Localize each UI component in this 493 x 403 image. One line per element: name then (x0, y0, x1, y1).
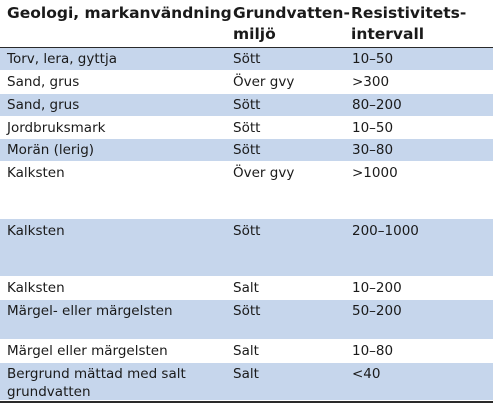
cell-groundwater: Sött (233, 120, 261, 136)
cell-resistivity: 200–1000 (352, 223, 419, 239)
cell-groundwater: Salt (233, 366, 259, 382)
table-row: Sand, grus Över gvy >300 (0, 71, 493, 94)
table-row: Bergrund mättad med salt grundvatten Sal… (0, 363, 493, 401)
cell-groundwater: Sött (233, 223, 261, 239)
header-geology: Geologi, markanvändning (7, 4, 232, 22)
cell-geology: Torv, lera, gyttja (7, 51, 117, 67)
cell-resistivity: 10–50 (352, 120, 394, 136)
cell-resistivity: 10–200 (352, 280, 402, 296)
header-groundwater: Grundvatten- miljö (233, 3, 350, 45)
cell-geology: Bergrund mättad med salt grundvatten (7, 366, 186, 400)
cell-geology: Märgel eller märgelsten (7, 343, 168, 359)
cell-groundwater: Salt (233, 280, 259, 296)
table-row: Morän (lerig) Sött 30–80 (0, 139, 493, 162)
cell-resistivity: >300 (352, 74, 390, 90)
header-groundwater-line2: miljö (233, 25, 276, 43)
table-row: Märgel eller märgelsten Salt 10–80 (0, 340, 493, 363)
cell-geology: Jordbruksmark (7, 120, 106, 136)
cell-geology: Kalksten (7, 280, 65, 296)
cell-groundwater: Sött (233, 97, 261, 113)
cell-resistivity: 50–200 (352, 303, 402, 319)
header-groundwater-line1: Grundvatten- (233, 4, 350, 22)
cell-geology: Sand, grus (7, 74, 80, 90)
cell-geology: Sand, grus (7, 97, 80, 113)
cell-geology: Kalksten (7, 223, 65, 239)
cell-geology: Märgel- eller märgelsten (7, 303, 173, 319)
cell-groundwater: Sött (233, 142, 261, 158)
cell-groundwater: Över gvy (233, 74, 295, 90)
cell-groundwater: Sött (233, 51, 261, 67)
table-header: Geologi, markanvändning Grundvatten- mil… (0, 0, 493, 64)
table-row: Kalksten Över gvy >1000 (0, 162, 493, 219)
cell-resistivity: 10–80 (352, 343, 394, 359)
cell-resistivity: 80–200 (352, 97, 402, 113)
table-row: Kalksten Salt 10–200 (0, 277, 493, 300)
cell-groundwater: Sött (233, 303, 261, 319)
bottom-rule (0, 401, 493, 403)
table-row: Sand, grus Sött 80–200 (0, 94, 493, 117)
cell-geology: Morän (lerig) (7, 142, 95, 158)
cell-resistivity: >1000 (352, 165, 398, 181)
cell-resistivity: 30–80 (352, 142, 394, 158)
header-resistivity-line1: Resistivitets- (351, 4, 467, 22)
table-row: Märgel- eller märgelsten Sött 50–200 (0, 300, 493, 340)
table-row: Torv, lera, gyttja Sött 10–50 (0, 48, 493, 71)
cell-groundwater: Över gvy (233, 165, 295, 181)
cell-resistivity: 10–50 (352, 51, 394, 67)
table-row: Jordbruksmark Sött 10–50 (0, 117, 493, 139)
cell-resistivity: <40 (352, 366, 381, 382)
cell-geology: Kalksten (7, 165, 65, 181)
table-row: Kalksten Sött 200–1000 (0, 219, 493, 277)
cell-groundwater: Salt (233, 343, 259, 359)
